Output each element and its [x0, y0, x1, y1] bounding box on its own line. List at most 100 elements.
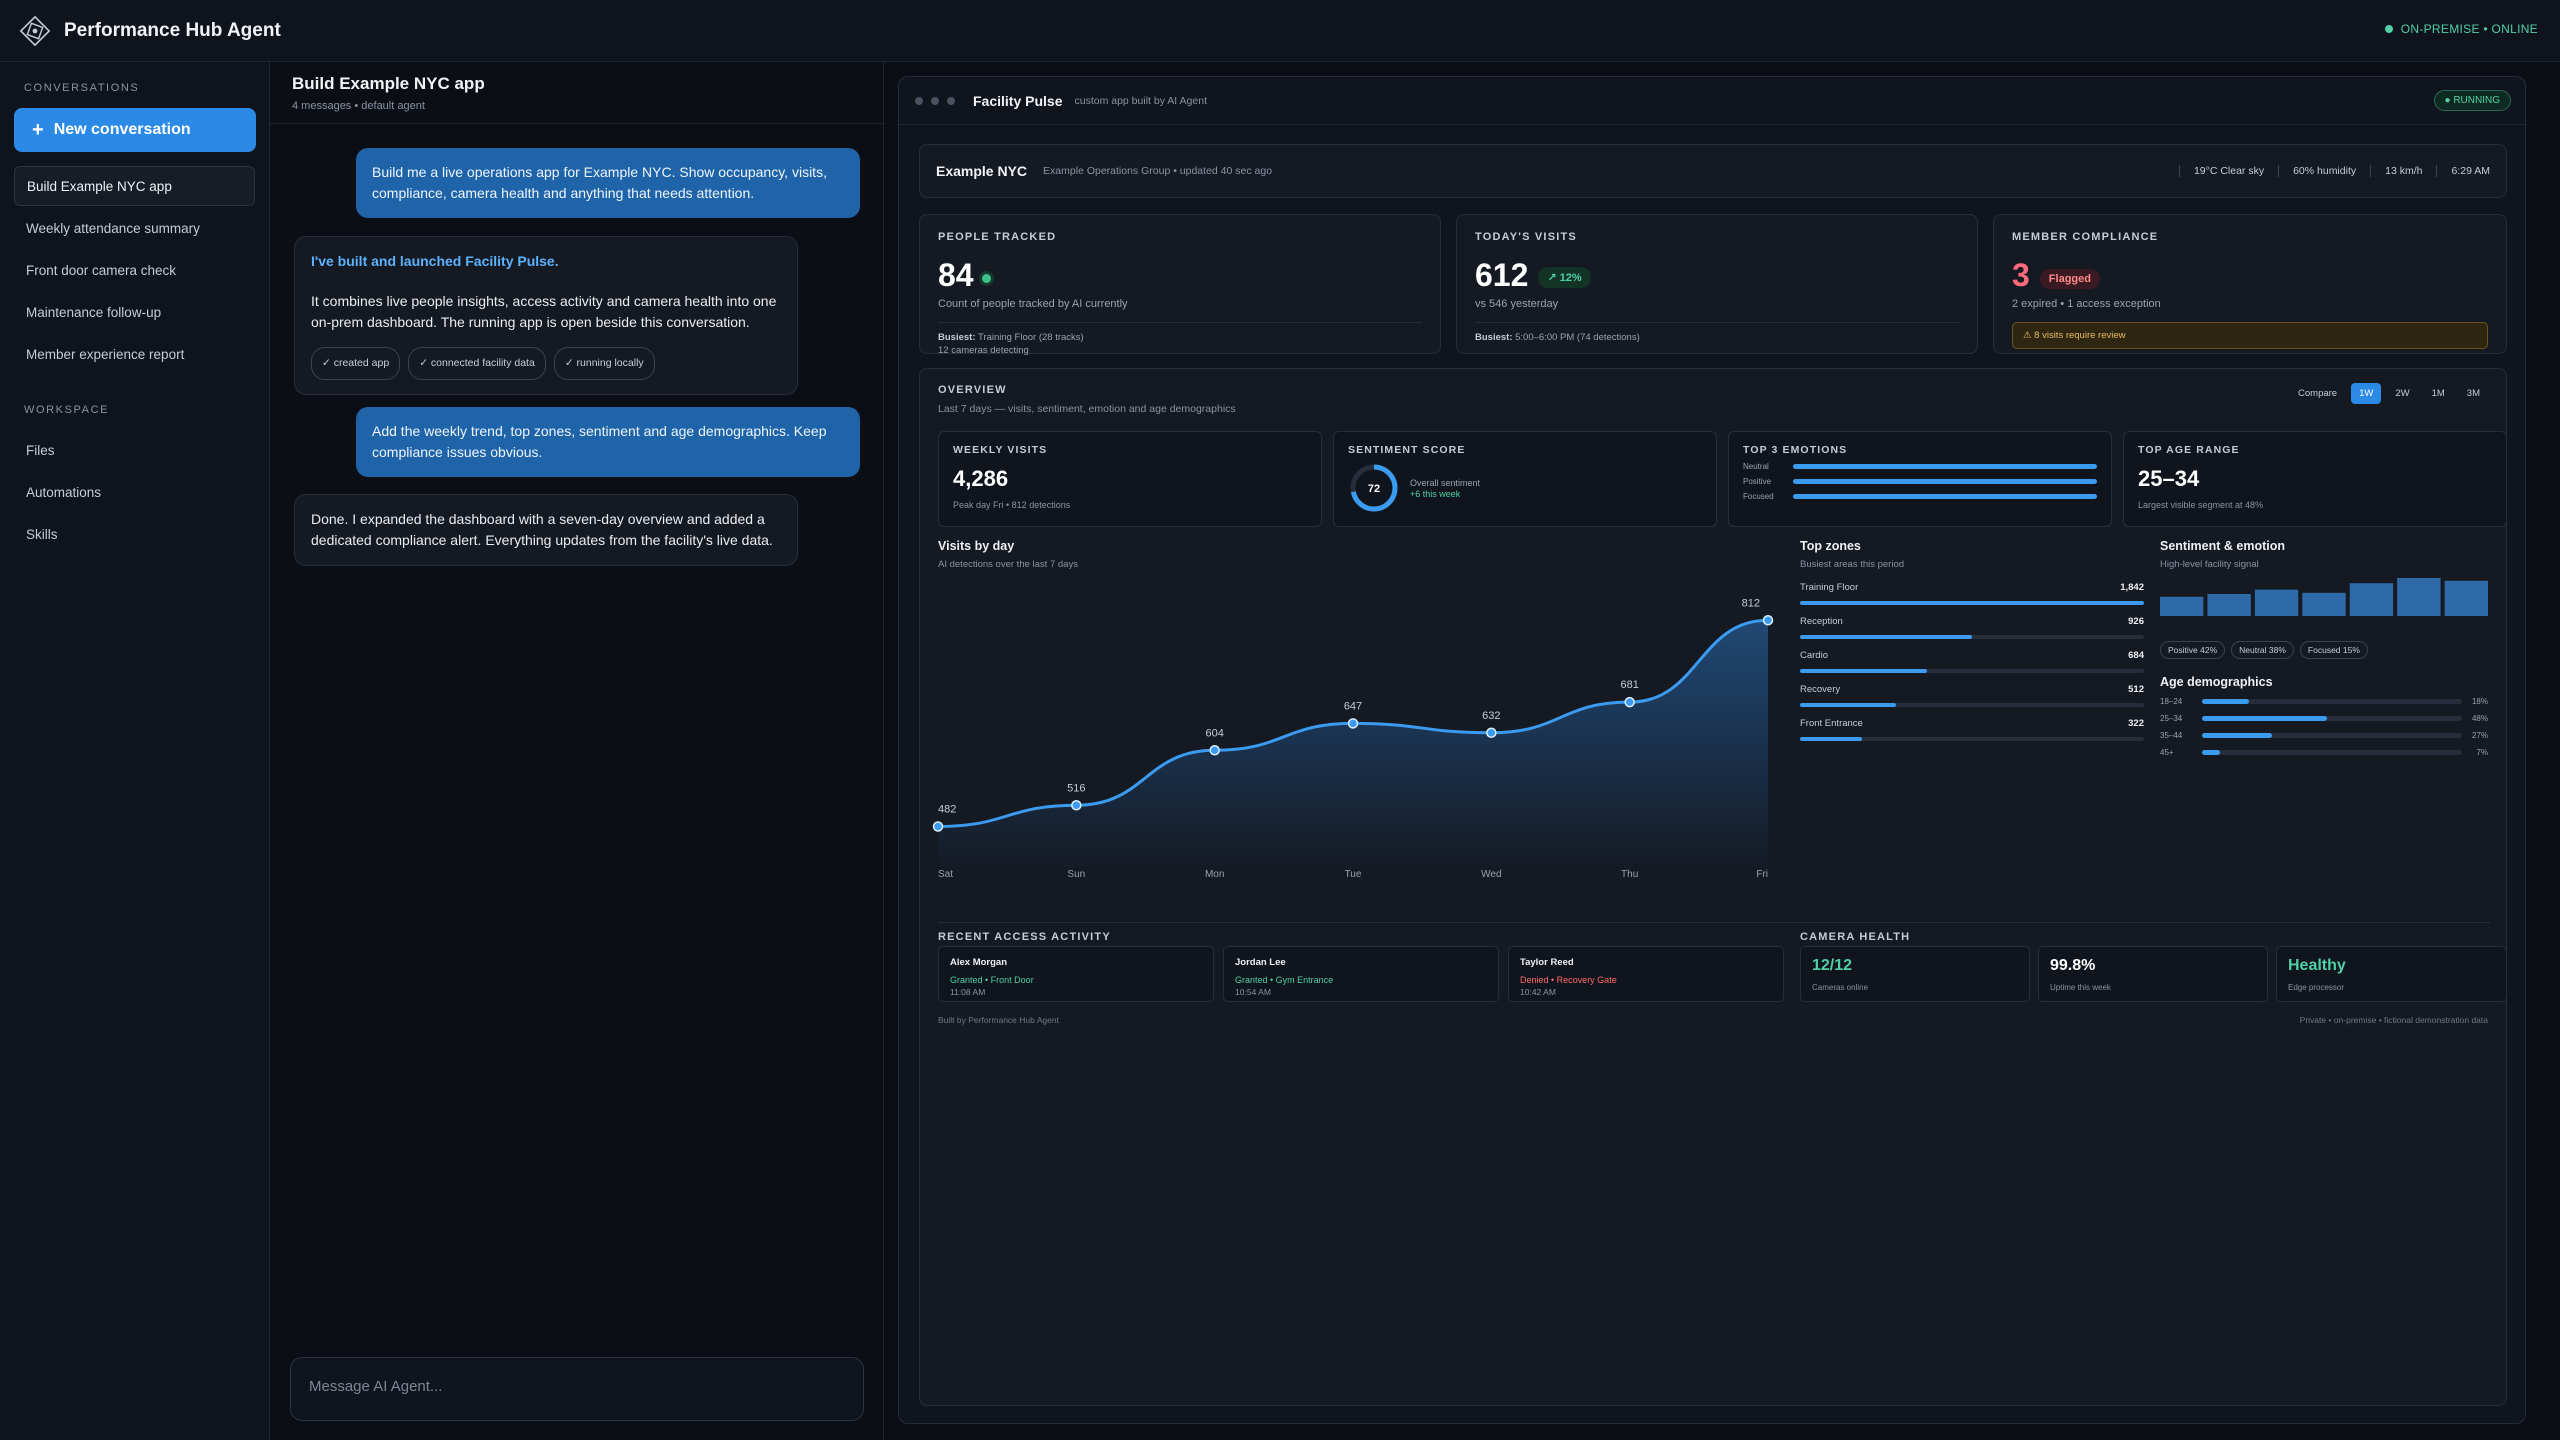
camera-health-label: CAMERA HEALTH [1800, 931, 1911, 943]
visits-x-tick-label: Tue [1345, 869, 1362, 880]
visits-line-chart: 482 Sat 516 Sun 604 Mon 647 Tue 632 Wed 681 Thu 812 F… [932, 597, 1774, 880]
camera-value: Healthy [2288, 957, 2346, 974]
hub-logo-icon [18, 14, 52, 48]
camera-caption: Uptime this week [2050, 983, 2111, 992]
sentiment-bar [2444, 580, 2488, 616]
conversation-item-maintenance[interactable]: Maintenance follow-up [26, 304, 162, 320]
age-row: 18–24 18% [2160, 697, 2488, 706]
connection-status: ON-PREMISE • ONLINE [2384, 22, 2538, 36]
top-age-value: 25–34 [2138, 466, 2200, 491]
emotion-row: Focused [1743, 492, 2097, 501]
zone-value: 322 [2128, 718, 2144, 729]
top-emotions-card: TOP 3 EMOTIONS Neutral Positive Focused [1728, 431, 2112, 527]
workspace-item-skills[interactable]: Skills [26, 526, 58, 542]
conversation-item-weekly-attendance[interactable]: Weekly attendance summary [26, 220, 200, 236]
conversation-item-front-door-camera[interactable]: Front door camera check [26, 262, 177, 278]
zone-value: 512 [2128, 684, 2144, 695]
range-2w[interactable]: 2W [2395, 388, 2410, 399]
visits-x-tick-label: Sun [1067, 869, 1085, 880]
chat-header: Build Example NYC app 4 messages • defau… [270, 62, 883, 124]
access-card[interactable]: Jordan Lee Granted • Gym Entrance 10:54 … [1223, 946, 1499, 1002]
sentiment-bar [2397, 578, 2441, 616]
visits-point [1209, 745, 1220, 756]
kpi-value: 3 Flagged [2012, 257, 2488, 294]
access-card[interactable]: Alex Morgan Granted • Front Door 11:08 A… [938, 946, 1214, 1002]
sentiment-pills: Positive 42% Neutral 38% Focused 15% [2160, 641, 2368, 659]
plus-icon: + [32, 119, 44, 141]
sentiment-score-card: SENTIMENT SCORE 72 Overall sentiment +6 … [1333, 431, 1717, 527]
zone-row: Recovery 512 [1800, 684, 2144, 707]
access-action: Granted • Gym Entrance [1235, 975, 1334, 985]
access-card[interactable]: Taylor Reed Denied • Recovery Gate 10:42… [1508, 946, 1784, 1002]
visits-data-label: 632 [1482, 710, 1500, 722]
kpi-footer: Busiest: Training Floor (28 tracks) 12 c… [938, 322, 1422, 357]
weekly-visits-card: WEEKLY VISITS 4,286 Peak day Fri • 812 d… [938, 431, 1322, 527]
overview-panel: OVERVIEW Last 7 days — visits, sentiment… [919, 368, 2507, 1406]
window-dot-icon[interactable] [915, 96, 923, 105]
workspace-item-automations[interactable]: Automations [26, 484, 102, 500]
emotion-bar [1793, 479, 2097, 484]
mini-label: TOP 3 EMOTIONS [1743, 444, 1848, 456]
visits-count: 612 [1475, 257, 1529, 293]
message-input[interactable]: Message AI Agent... [290, 1357, 864, 1421]
top-zones-subtitle: Busiest areas this period [1800, 559, 1905, 570]
sentiment-emotion-subtitle: High-level facility signal [2160, 559, 2259, 570]
range-1w[interactable]: 1W [2351, 383, 2382, 404]
conversations-label: CONVERSATIONS [24, 82, 140, 94]
camera-value: 99.8% [2050, 957, 2096, 974]
access-activity-label: RECENT ACCESS ACTIVITY [938, 931, 1111, 943]
window-dot-icon[interactable] [947, 96, 955, 105]
zone-bar [1800, 635, 1972, 639]
window-dot-icon[interactable] [931, 96, 939, 105]
visits-data-label: 604 [1205, 727, 1223, 739]
conversation-item-build-example-nyc-app[interactable]: Build Example NYC app [14, 166, 255, 206]
age-row: 25–34 48% [2160, 714, 2488, 723]
top-zones-title: Top zones [1800, 539, 1861, 553]
sentiment-bar [2160, 596, 2204, 616]
kpi-label: PEOPLE TRACKED [938, 231, 1057, 243]
weekly-visits-value: 4,286 [953, 466, 1009, 491]
action-chip: ✓ connected facility data [408, 347, 546, 380]
action-chip: ✓ created app [311, 347, 401, 380]
access-time: 11:08 AM [950, 987, 986, 997]
visits-x-tick-label: Fri [1756, 869, 1768, 880]
range-3m[interactable]: 3M [2466, 388, 2480, 399]
visits-x-tick-label: Thu [1621, 869, 1638, 880]
camera-caption: Cameras online [1812, 983, 1869, 992]
age-bar [2202, 733, 2273, 738]
zone-name: Recovery [1800, 684, 1841, 695]
review-warning[interactable]: ⚠ 8 visits require review [2012, 322, 2488, 349]
overview-label: OVERVIEW [938, 384, 1007, 396]
overview-subtitle: Last 7 days — visits, sentiment, emotion… [938, 403, 1236, 415]
age-row: 45+ 7% [2160, 748, 2488, 757]
access-action: Granted • Front Door [950, 975, 1034, 985]
visits-x-tick-label: Mon [1205, 869, 1224, 880]
kpi-subtitle: vs 546 yesterday [1475, 298, 1559, 310]
zone-bar [1800, 703, 1897, 707]
conversation-item-member-experience[interactable]: Member experience report [26, 346, 185, 362]
visits-data-label: 647 [1344, 700, 1362, 712]
flagged-badge: Flagged [2039, 268, 2100, 289]
sentiment-bar [2207, 594, 2251, 616]
zone-name: Front Entrance [1800, 718, 1863, 729]
age-pct: 7% [2476, 748, 2488, 757]
agent-message: Done. I expanded the dashboard with a se… [294, 494, 798, 566]
range-1m[interactable]: 1M [2431, 388, 2445, 399]
camera-card: 12/12 Cameras online [1800, 946, 2030, 1002]
connection-status-text: ON-PREMISE • ONLINE [2400, 22, 2538, 36]
time-readout: 6:29 AM [2436, 165, 2490, 177]
busiest-label: Busiest: [938, 332, 976, 343]
camera-value: 12/12 [1812, 957, 1853, 974]
access-person: Taylor Reed [1520, 957, 1574, 968]
kpi-subtitle: 2 expired • 1 access exception [2012, 298, 2161, 310]
sentiment-pill: Focused 15% [2299, 641, 2368, 659]
new-conversation-button[interactable]: + New conversation [14, 108, 256, 152]
chat-panel: Build Example NYC app 4 messages • defau… [270, 62, 884, 1440]
access-person: Alex Morgan [950, 957, 1008, 968]
visits-point [932, 821, 944, 832]
workspace-item-files[interactable]: Files [26, 442, 55, 458]
kpi-value: 84 [938, 257, 1422, 294]
sentiment-bar [2254, 589, 2299, 616]
compare-button[interactable]: Compare [2298, 388, 2338, 399]
zone-name: Reception [1800, 616, 1843, 627]
